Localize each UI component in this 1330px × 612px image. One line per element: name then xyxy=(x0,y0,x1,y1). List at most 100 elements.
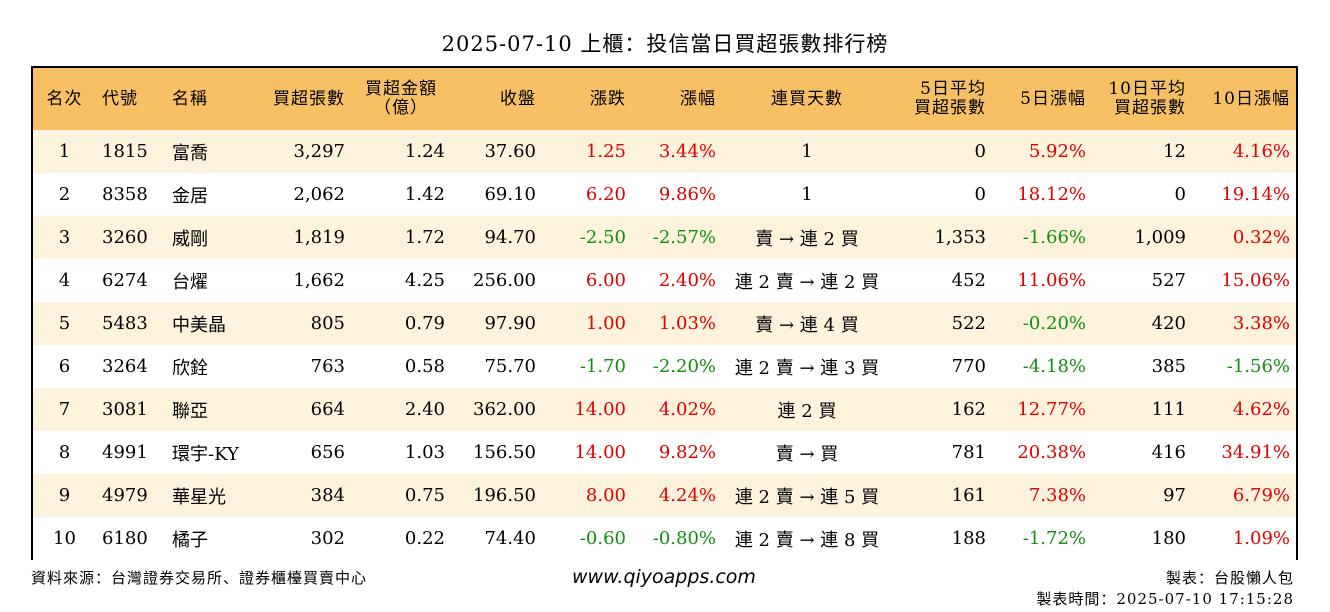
table-row: 9 4979 華星光 384 0.75 196.50 8.00 4.24% 連 2 賣 → 連 … xyxy=(33,474,1296,517)
cell-avg5: 770 xyxy=(951,356,986,377)
cell-avg5: 522 xyxy=(951,313,986,334)
table-row: 3 3260 威剛 1,819 1.72 94.70 -2.50 -2.57% 賣 → 連 2 … xyxy=(33,216,1296,259)
table-body: 1 1815 富喬 3,297 1.24 37.60 1.25 3.44% 1 0 5.92% 12 4… xyxy=(33,130,1296,560)
cell-avg5: 162 xyxy=(951,399,986,420)
website-link[interactable]: www.qiyoapps.com xyxy=(572,566,756,588)
cell-pct10: 34.91% xyxy=(1221,442,1290,463)
generated-time: 製表時間：2025-07-10 17:15:28 xyxy=(1036,590,1294,608)
header-avg10-line1: 10日平均 xyxy=(1108,79,1186,99)
cell-buy-lots: 664 xyxy=(310,399,345,420)
cell-pct5: 7.38% xyxy=(1028,485,1086,506)
cell-name: 威剛 xyxy=(172,228,208,250)
cell-avg10: 385 xyxy=(1151,356,1186,377)
cell-pct10: 3.38% xyxy=(1232,313,1290,334)
ranking-table: 名次 代號 名稱 買超張數 買超金額 （億） 收盤 漲跌 漲幅 連買天數 5日平均… xyxy=(33,68,1296,560)
cell-code: 6180 xyxy=(102,528,148,549)
cell-streak: 1 xyxy=(801,141,813,162)
cell-rank: 5 xyxy=(58,313,71,334)
cell-pct: -0.80% xyxy=(652,528,716,549)
cell-avg10: 12 xyxy=(1163,141,1186,162)
cell-code: 3264 xyxy=(102,356,148,377)
table-row: 2 8358 金居 2,062 1.42 69.10 6.20 9.86% 1 0 18.12% 0 1… xyxy=(33,173,1296,216)
cell-buy-lots: 3,297 xyxy=(293,141,345,162)
header-pct: 漲幅 xyxy=(680,88,716,109)
cell-rank: 4 xyxy=(58,270,71,291)
cell-avg10: 97 xyxy=(1163,485,1186,506)
header-name: 名稱 xyxy=(172,88,208,109)
cell-pct5: -1.66% xyxy=(1022,227,1086,248)
cell-name: 金居 xyxy=(172,185,208,207)
header-close: 收盤 xyxy=(500,88,536,109)
cell-streak: 連 2 賣 → 連 3 買 xyxy=(734,357,880,379)
cell-close: 94.70 xyxy=(484,227,536,248)
header-streak: 連買天數 xyxy=(771,88,843,109)
cell-amount: 1.03 xyxy=(404,442,445,463)
page-title: 2025-07-10 上櫃：投信當日買超張數排行榜 xyxy=(441,32,889,56)
cell-rank: 6 xyxy=(58,356,71,377)
cell-rank: 2 xyxy=(58,184,71,205)
cell-buy-lots: 2,062 xyxy=(293,184,345,205)
author-credit: 製表：台股懶人包 xyxy=(1165,569,1294,587)
header-change: 漲跌 xyxy=(590,88,626,109)
table-row: 1 1815 富喬 3,297 1.24 37.60 1.25 3.44% 1 0 5.92% 12 4… xyxy=(33,130,1296,173)
cell-streak: 連 2 賣 → 連 2 買 xyxy=(734,271,880,293)
cell-pct10: 1.09% xyxy=(1232,528,1290,549)
cell-buy-lots: 656 xyxy=(310,442,345,463)
cell-pct: 3.44% xyxy=(658,141,716,162)
cell-rank: 1 xyxy=(58,141,71,162)
header-amount-line2: （億） xyxy=(374,98,428,118)
cell-amount: 1.72 xyxy=(404,227,445,248)
cell-change: 6.20 xyxy=(585,184,626,205)
cell-pct5: 5.92% xyxy=(1028,141,1086,162)
cell-pct5: -1.72% xyxy=(1022,528,1086,549)
header-pct10: 10日漲幅 xyxy=(1212,88,1290,109)
cell-pct: -2.57% xyxy=(652,227,716,248)
header-buy-lots: 買超張數 xyxy=(273,88,345,109)
cell-avg5: 0 xyxy=(974,184,986,205)
cell-pct5: 11.06% xyxy=(1017,270,1086,291)
cell-name: 中美晶 xyxy=(172,314,226,336)
cell-close: 75.70 xyxy=(484,356,536,377)
cell-buy-lots: 805 xyxy=(310,313,345,334)
cell-close: 362.00 xyxy=(473,399,536,420)
cell-pct5: 20.38% xyxy=(1017,442,1086,463)
cell-pct10: 0.32% xyxy=(1232,227,1290,248)
cell-streak: 賣 → 買 xyxy=(775,443,839,465)
cell-streak: 賣 → 連 2 買 xyxy=(755,228,859,250)
cell-pct10: 4.62% xyxy=(1232,399,1290,420)
cell-amount: 0.75 xyxy=(404,485,445,506)
cell-streak: 連 2 買 xyxy=(777,400,837,422)
header-code: 代號 xyxy=(102,88,138,109)
cell-avg10: 111 xyxy=(1151,399,1186,420)
cell-pct: 9.82% xyxy=(658,442,716,463)
cell-pct5: -4.18% xyxy=(1022,356,1086,377)
cell-amount: 1.24 xyxy=(404,141,445,162)
cell-pct: 2.40% xyxy=(658,270,716,291)
cell-close: 196.50 xyxy=(473,485,536,506)
cell-code: 5483 xyxy=(102,313,148,334)
cell-close: 69.10 xyxy=(484,184,536,205)
cell-avg10: 0 xyxy=(1174,184,1186,205)
cell-avg5: 452 xyxy=(951,270,986,291)
cell-avg5: 0 xyxy=(974,141,986,162)
cell-code: 4979 xyxy=(102,485,148,506)
cell-avg5: 161 xyxy=(951,485,986,506)
cell-change: -2.50 xyxy=(579,227,626,248)
header-rank: 名次 xyxy=(46,88,83,109)
cell-streak: 連 2 賣 → 連 8 買 xyxy=(734,529,880,551)
cell-close: 37.60 xyxy=(484,141,536,162)
cell-avg10: 1,009 xyxy=(1134,227,1186,248)
table-row: 5 5483 中美晶 805 0.79 97.90 1.00 1.03% 賣 → 連 4 買 52… xyxy=(33,302,1296,345)
cell-avg10: 180 xyxy=(1151,528,1186,549)
cell-change: 6.00 xyxy=(585,270,626,291)
cell-rank: 7 xyxy=(58,399,71,420)
header-avg10: 10日平均 買超張數 xyxy=(1092,68,1192,130)
ranking-table-container: 名次 代號 名稱 買超張數 買超金額 （億） 收盤 漲跌 漲幅 連買天數 5日平均… xyxy=(31,66,1298,560)
data-source: 資料來源：台灣證券交易所、證券櫃檯買賣中心 xyxy=(31,569,368,587)
cell-name: 聯亞 xyxy=(172,400,208,422)
cell-streak: 1 xyxy=(801,184,813,205)
table-row: 7 3081 聯亞 664 2.40 362.00 14.00 4.02% 連 2 買 162 12… xyxy=(33,388,1296,431)
header-avg5: 5日平均 買超張數 xyxy=(892,68,992,130)
cell-rank: 8 xyxy=(58,442,71,463)
cell-avg10: 420 xyxy=(1151,313,1186,334)
